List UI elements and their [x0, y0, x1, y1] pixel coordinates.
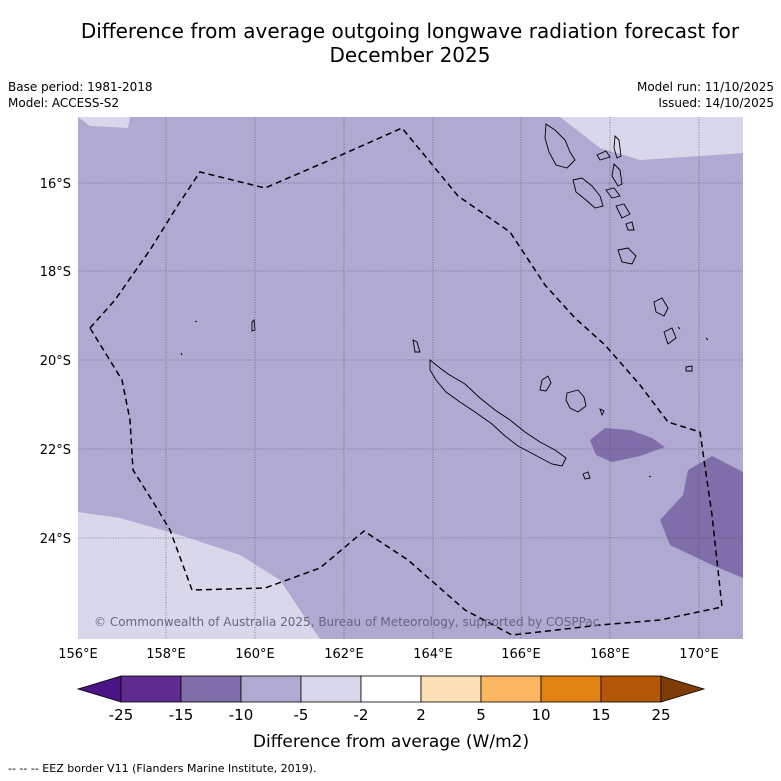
- colorbar-bin-1: [120, 675, 182, 703]
- colorbar-bin-2: [180, 675, 242, 703]
- new-caledonia-main-island: [429, 359, 567, 467]
- axis-labels: 156°E 158°E 160°E 162°E 164°E 166°E 168°…: [40, 177, 719, 662]
- cb-tick-6: 5: [476, 706, 486, 724]
- colorbar-bin-3: [240, 675, 302, 703]
- lon-tick-160: 160°E: [235, 647, 275, 662]
- anomaly-region-dark-east: [590, 428, 665, 462]
- anomaly-region-light-sw: [78, 512, 320, 639]
- chesterfield-islands: [251, 319, 256, 332]
- ambae-island: [596, 150, 611, 161]
- erromango-island: [653, 297, 669, 317]
- colorbar-ticks: -25 -15 -10 -5 -2 2 5 10 15 25: [109, 706, 671, 724]
- graticule: [78, 117, 743, 639]
- isle-of-pines: [582, 471, 591, 480]
- cb-tick-7: 10: [531, 706, 550, 724]
- colorbar-label: Difference from average (W/m2): [253, 732, 529, 752]
- malekula-island: [572, 177, 604, 209]
- colorbar-extend-low: [76, 675, 122, 703]
- title-line-2: December 2025: [329, 43, 491, 67]
- colorbar-bin-4: [300, 675, 362, 703]
- colorbar: -25 -15 -10 -5 -2 2 5 10 15 25 Differenc…: [76, 675, 706, 752]
- lon-tick-168: 168°E: [590, 647, 630, 662]
- lat-tick-16: 16°S: [40, 177, 71, 192]
- tanna-island: [663, 327, 677, 345]
- cb-tick-8: 15: [591, 706, 610, 724]
- colorbar-bin-7: [480, 675, 542, 703]
- cb-tick-5: 2: [416, 706, 426, 724]
- colorbar-bin-5: [360, 675, 422, 703]
- cb-tick-0: -25: [109, 706, 134, 724]
- belep-islands: [412, 339, 421, 353]
- lon-tick-166: 166°E: [501, 647, 541, 662]
- colorbar-bin-9: [600, 675, 662, 703]
- model-name: Model: ACCESS-S2: [8, 96, 120, 110]
- cb-tick-9: 25: [651, 706, 670, 724]
- espiritu-santo-island: [544, 123, 576, 169]
- reef-dot-5: [648, 475, 652, 478]
- reef-dot-1: [194, 320, 198, 323]
- ambrym-island: [605, 187, 621, 199]
- lon-tick-156: 156°E: [58, 647, 98, 662]
- colorbar-bin-8: [540, 675, 602, 703]
- cb-tick-2: -10: [229, 706, 254, 724]
- lon-tick-164: 164°E: [413, 647, 453, 662]
- lat-tick-20: 20°S: [40, 354, 71, 369]
- title-line-1: Difference from average outgoing longwav…: [80, 19, 740, 43]
- reef-dot-4: [705, 337, 709, 341]
- chart-title: Difference from average outgoing longwav…: [0, 19, 781, 67]
- map-panel: © Commonwealth of Australia 2025, Bureau…: [78, 117, 743, 639]
- pentecost-island: [611, 163, 623, 187]
- issued-date: Issued: 14/10/2025: [658, 96, 774, 110]
- lon-tick-158: 158°E: [146, 647, 186, 662]
- cb-tick-1: -15: [169, 706, 194, 724]
- colorbar-bin-6: [420, 675, 482, 703]
- efate-island: [617, 247, 637, 265]
- aneityum-island: [685, 365, 693, 372]
- lon-tick-162: 162°E: [324, 647, 364, 662]
- ouvea-island: [539, 375, 552, 392]
- eez-border: [89, 127, 723, 636]
- coastlines: [180, 123, 709, 480]
- lon-tick-170: 170°E: [679, 647, 719, 662]
- tiga-island: [599, 408, 605, 417]
- anomaly-region-dark-se: [660, 456, 743, 578]
- cb-tick-3: -5: [294, 706, 309, 724]
- lifou-island: [565, 389, 587, 413]
- copyright-notice: © Commonwealth of Australia 2025, Bureau…: [94, 615, 599, 629]
- anomaly-region-light-ne: [560, 117, 743, 160]
- meta-right: Model run: 11/10/2025 Issued: 14/10/2025: [637, 79, 774, 111]
- anomaly-region-light-nw: [78, 117, 130, 128]
- base-period: Base period: 1981-2018: [8, 80, 153, 94]
- epi-island: [615, 203, 631, 219]
- reef-dot-3: [677, 326, 681, 330]
- model-run: Model run: 11/10/2025: [636, 80, 774, 94]
- eez-legend: -- -- -- EEZ border V11 (Flanders Marine…: [8, 762, 317, 775]
- meta-left: Base period: 1981-2018 Model: ACCESS-S2: [8, 79, 153, 111]
- shepherd-islands: [625, 221, 635, 231]
- reef-dot-2: [180, 352, 183, 356]
- cb-tick-4: -2: [354, 706, 369, 724]
- colorbar-extend-high: [660, 675, 706, 703]
- maewo-island: [613, 134, 622, 159]
- lat-tick-24: 24°S: [40, 532, 71, 547]
- lat-tick-18: 18°S: [40, 265, 71, 280]
- lat-tick-22: 22°S: [40, 443, 71, 458]
